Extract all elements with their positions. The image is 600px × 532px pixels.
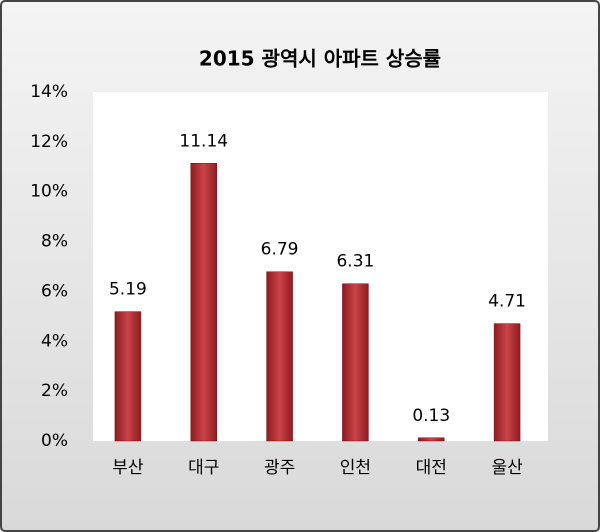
bar bbox=[266, 271, 293, 442]
x-tick-label: 울산 bbox=[491, 458, 523, 478]
plot-area bbox=[93, 92, 548, 441]
chart-title: 2015 광역시 아파트 상승률 bbox=[199, 47, 441, 71]
bar bbox=[190, 163, 217, 442]
x-tick-label: 대전 bbox=[416, 458, 447, 478]
y-tick-label: 12% bbox=[30, 132, 68, 152]
y-tick-label: 8% bbox=[41, 232, 68, 252]
bar bbox=[114, 311, 142, 442]
bar bbox=[342, 283, 369, 442]
data-label: 4.71 bbox=[488, 292, 526, 312]
y-tick-label: 0% bbox=[41, 431, 68, 451]
y-tick-label: 10% bbox=[30, 182, 68, 202]
y-tick-label: 14% bbox=[30, 82, 68, 102]
x-tick-label: 인천 bbox=[340, 458, 371, 478]
data-label: 6.31 bbox=[336, 252, 374, 272]
data-label: 11.14 bbox=[179, 131, 228, 151]
x-tick-label: 대구 bbox=[188, 458, 219, 478]
bar bbox=[493, 323, 521, 442]
data-label: 0.13 bbox=[412, 406, 450, 426]
y-tick-label: 4% bbox=[41, 331, 68, 351]
y-tick-label: 2% bbox=[41, 381, 68, 401]
data-label: 5.19 bbox=[109, 280, 147, 300]
data-label: 6.79 bbox=[261, 240, 299, 260]
bar bbox=[418, 437, 445, 442]
x-tick-label: 광주 bbox=[264, 458, 295, 478]
x-tick-label: 부산 bbox=[112, 458, 144, 478]
y-tick-label: 6% bbox=[41, 281, 68, 301]
